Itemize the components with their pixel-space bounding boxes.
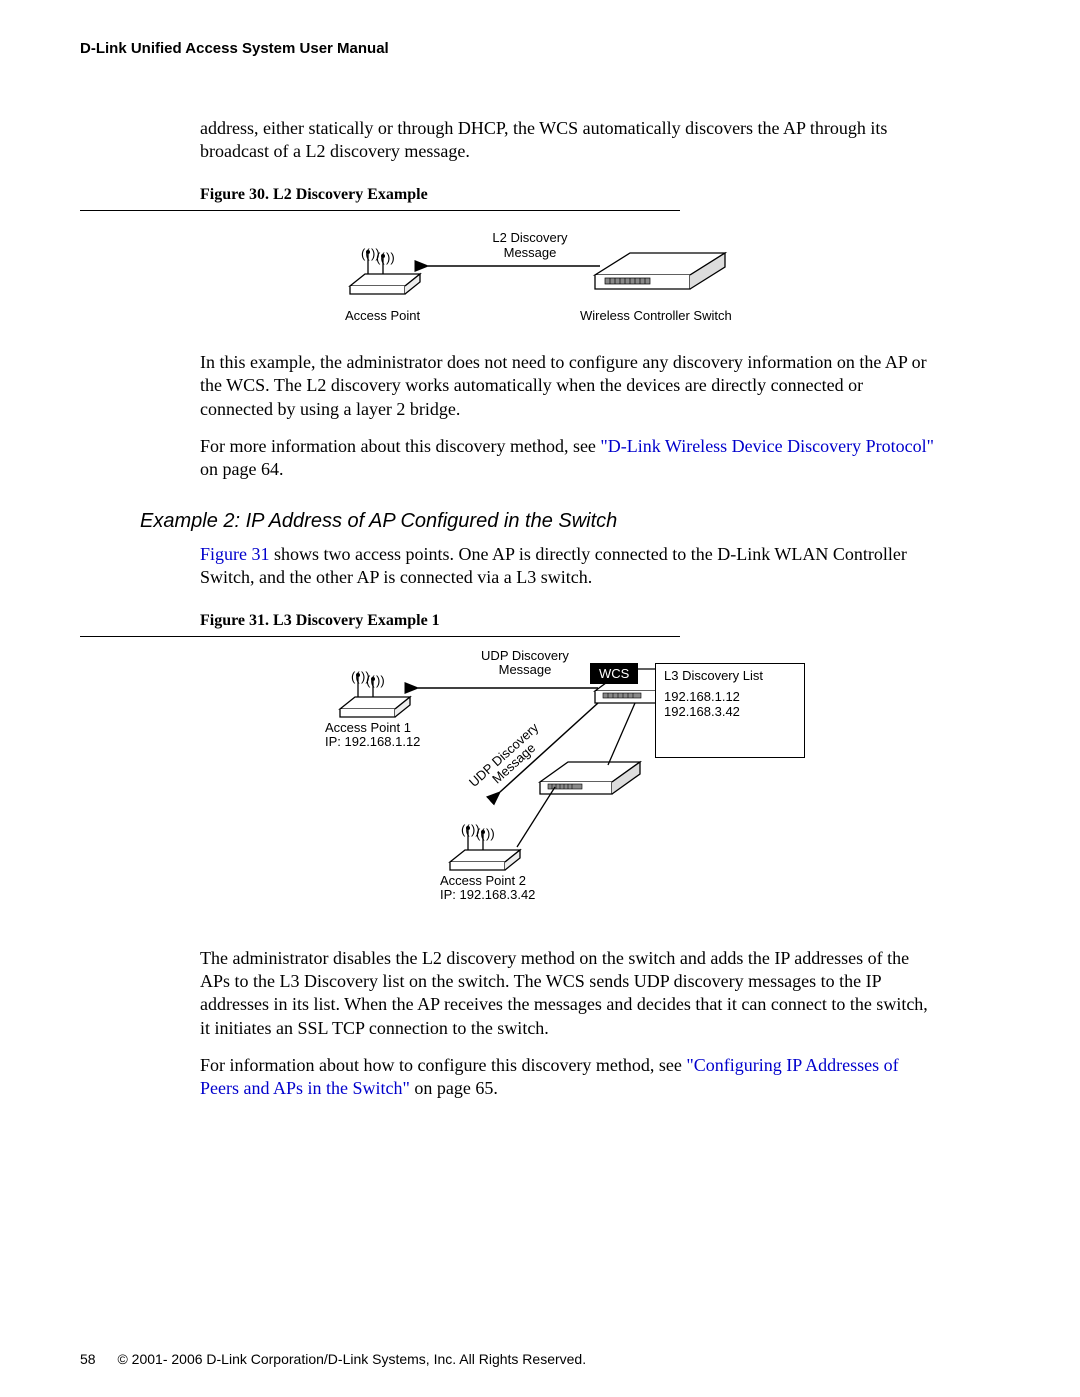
wcs-box: WCS	[590, 663, 638, 684]
figure-31-diagram: (()) (())	[200, 637, 800, 937]
page-footer: 58 © 2001- 2006 D-Link Corporation/D-Lin…	[80, 1351, 586, 1367]
link-discovery-protocol[interactable]: "D-Link Wireless Device Discovery Protoc…	[600, 436, 934, 456]
link-figure-31[interactable]: Figure 31	[200, 544, 270, 564]
example-2-heading: Example 2: IP Address of AP Configured i…	[140, 510, 1000, 533]
svg-text:((: ((	[461, 822, 470, 837]
svg-text:)): ))	[386, 250, 395, 265]
figure-30-diagram: (( )) (( ))	[200, 211, 800, 351]
ap1-label: Access Point 1IP: 192.168.1.12	[325, 721, 420, 751]
l3-discovery-list-box: L3 Discovery List 192.168.1.12 192.168.3…	[655, 663, 805, 758]
svg-text:((: ((	[351, 669, 360, 684]
svg-text:((: ((	[376, 250, 385, 265]
list-ip: 192.168.1.12	[664, 689, 796, 704]
wcs-label: Wireless Controller Switch	[580, 309, 732, 324]
list-heading: L3 Discovery List	[664, 668, 796, 683]
figure-31-caption: Figure 31. L3 Discovery Example 1	[200, 612, 1000, 630]
svg-text:((: ((	[366, 673, 375, 688]
access-point-label: Access Point	[345, 309, 420, 324]
paragraph: For information about how to configure t…	[200, 1054, 940, 1101]
svg-text:((: ((	[476, 826, 485, 841]
udp-discovery-label: UDP Discovery Message	[460, 649, 590, 679]
copyright-text: © 2001- 2006 D-Link Corporation/D-Link S…	[117, 1351, 586, 1367]
paragraph: In this example, the administrator does …	[200, 351, 940, 421]
figure-30-caption: Figure 30. L2 Discovery Example	[200, 186, 1000, 204]
l2-discovery-label: L2 Discovery Message	[475, 231, 585, 261]
paragraph: Figure 31 shows two access points. One A…	[200, 543, 940, 590]
paragraph: For more information about this discover…	[200, 435, 940, 482]
svg-text:)): ))	[486, 826, 495, 841]
paragraph: address, either statically or through DH…	[200, 117, 940, 164]
paragraph: The administrator disables the L2 discov…	[200, 947, 940, 1041]
list-ip: 192.168.3.42	[664, 704, 796, 719]
ap2-label: Access Point 2IP: 192.168.3.42	[440, 874, 535, 904]
svg-text:)): ))	[376, 673, 385, 688]
svg-text:((: ((	[361, 246, 370, 261]
document-header: D-Link Unified Access System User Manual	[80, 40, 1000, 57]
page-number: 58	[80, 1351, 96, 1367]
